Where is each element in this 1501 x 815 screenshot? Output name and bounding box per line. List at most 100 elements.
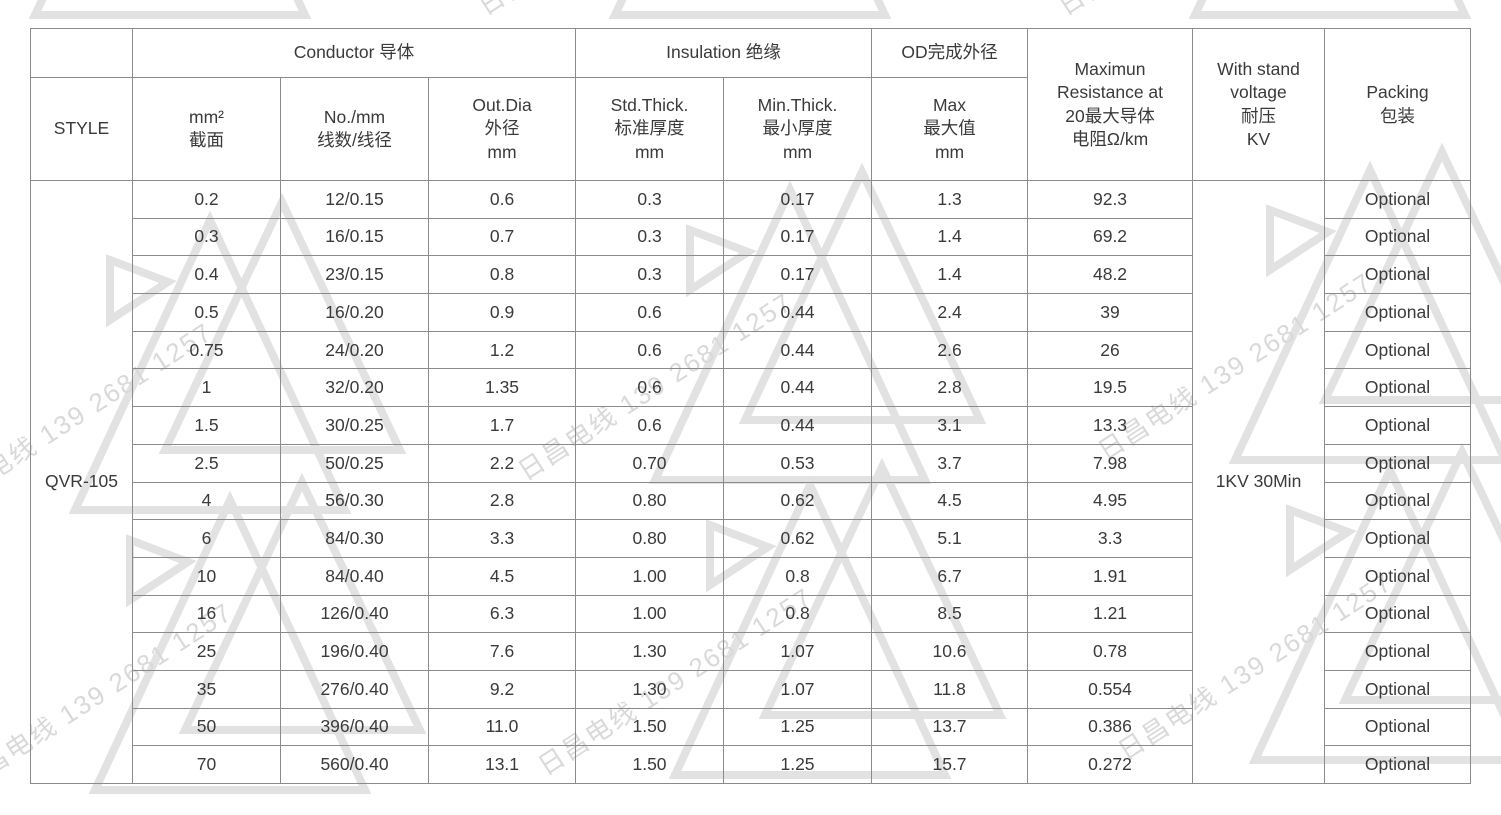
header-insulation-group: Insulation 绝缘 bbox=[575, 28, 873, 78]
data-cell: 3.7 bbox=[871, 443, 1029, 483]
header-resistance: Maximun Resistance at 20最大导体 电阻Ω/km bbox=[1027, 28, 1194, 181]
data-cell: 7.98 bbox=[1027, 443, 1194, 483]
data-cell: 0.3 bbox=[132, 217, 281, 257]
data-cell: 0.80 bbox=[575, 481, 725, 521]
watermark-text: 日昌电线 139 2681 1257 bbox=[0, 0, 179, 23]
data-cell: 70 bbox=[132, 745, 281, 784]
packing-cell: Optional bbox=[1324, 443, 1472, 483]
data-cell: 2.2 bbox=[427, 443, 577, 483]
data-cell: 1.4 bbox=[871, 217, 1029, 257]
data-cell: 3.3 bbox=[427, 519, 577, 558]
data-cell: 32/0.20 bbox=[280, 368, 429, 408]
data-cell: 0.2 bbox=[132, 180, 281, 219]
data-cell: 0.17 bbox=[723, 180, 873, 219]
header-od-group: OD完成外径 bbox=[871, 28, 1029, 78]
data-cell: 0.6 bbox=[575, 293, 725, 332]
style-header-spacer bbox=[30, 28, 133, 78]
packing-cell: Optional bbox=[1324, 368, 1472, 408]
header-withstand-voltage: With stand voltage 耐压 KV bbox=[1192, 28, 1326, 181]
data-cell: 1.07 bbox=[723, 632, 873, 671]
data-cell: 1.00 bbox=[575, 556, 725, 596]
data-cell: 6 bbox=[132, 519, 281, 558]
watermark-text: 日昌电线 139 2681 1257 bbox=[470, 0, 759, 23]
data-cell: 16 bbox=[132, 594, 281, 634]
data-cell: 1.50 bbox=[575, 707, 725, 747]
data-cell: 0.62 bbox=[723, 519, 873, 558]
data-cell: 0.7 bbox=[427, 217, 577, 257]
data-cell: 1.30 bbox=[575, 632, 725, 671]
data-cell: 30/0.25 bbox=[280, 406, 429, 445]
data-cell: 1.00 bbox=[575, 594, 725, 634]
packing-cell: Optional bbox=[1324, 556, 1472, 596]
packing-cell: Optional bbox=[1324, 594, 1472, 634]
data-cell: 13.3 bbox=[1027, 406, 1194, 445]
data-cell: 6.3 bbox=[427, 594, 577, 634]
data-cell: 6.7 bbox=[871, 556, 1029, 596]
data-cell: 0.6 bbox=[575, 406, 725, 445]
data-cell: 0.272 bbox=[1027, 745, 1194, 784]
header-packing: Packing 包装 bbox=[1324, 28, 1472, 181]
data-cell: 1.35 bbox=[427, 368, 577, 408]
data-cell: 92.3 bbox=[1027, 180, 1194, 219]
data-cell: 4.5 bbox=[871, 481, 1029, 521]
data-cell: 15.7 bbox=[871, 745, 1029, 784]
data-cell: 1.7 bbox=[427, 406, 577, 445]
data-cell: 396/0.40 bbox=[280, 707, 429, 747]
data-cell: 0.44 bbox=[723, 406, 873, 445]
data-cell: 1.25 bbox=[723, 745, 873, 784]
packing-cell: Optional bbox=[1324, 255, 1472, 295]
data-cell: 23/0.15 bbox=[280, 255, 429, 295]
data-cell: 26 bbox=[1027, 330, 1194, 370]
data-cell: 16/0.20 bbox=[280, 293, 429, 332]
data-cell: 0.78 bbox=[1027, 632, 1194, 671]
style-value-cell: QVR-105 bbox=[30, 180, 133, 784]
packing-cell: Optional bbox=[1324, 330, 1472, 370]
data-cell: 0.80 bbox=[575, 519, 725, 558]
table-row: QVR-105 0.2 12/0.15 0.6 0.3 0.17 1.3 92.3 1KV 30… bbox=[30, 180, 1472, 784]
data-cell: 2.6 bbox=[871, 330, 1029, 370]
data-cell: 1.30 bbox=[575, 669, 725, 709]
data-cell: 35 bbox=[132, 669, 281, 709]
withstand-value-cell: 1KV 30Min bbox=[1192, 180, 1326, 784]
data-cell: 11.8 bbox=[871, 669, 1029, 709]
data-cell: 0.386 bbox=[1027, 707, 1194, 747]
data-cell: 0.6 bbox=[427, 180, 577, 219]
data-cell: 10 bbox=[132, 556, 281, 596]
data-cell: 1.21 bbox=[1027, 594, 1194, 634]
data-cell: 10.6 bbox=[871, 632, 1029, 671]
packing-cell: Optional bbox=[1324, 745, 1472, 784]
data-cell: 48.2 bbox=[1027, 255, 1194, 295]
watermark-text: 日昌电线 139 2681 1257 bbox=[1050, 0, 1339, 23]
data-cell: 0.3 bbox=[575, 180, 725, 219]
spec-table: Conductor 导体 Insulation 绝缘 OD完成外径 Maximu… bbox=[30, 28, 1472, 784]
data-cell: 0.5 bbox=[132, 293, 281, 332]
header-conductor-group: Conductor 导体 bbox=[131, 28, 577, 78]
packing-cell: Optional bbox=[1324, 180, 1472, 219]
data-cell: 16/0.15 bbox=[280, 217, 429, 257]
data-cell: 0.3 bbox=[575, 217, 725, 257]
data-cell: 3.1 bbox=[871, 406, 1029, 445]
data-cell: 2.5 bbox=[132, 443, 281, 483]
header-out-dia: Out.Dia 外径 mm bbox=[427, 77, 577, 181]
header-std-thick: Std.Thick. 标准厚度 mm bbox=[575, 77, 725, 181]
data-cell: 0.6 bbox=[575, 330, 725, 370]
data-cell: 50 bbox=[132, 707, 281, 747]
data-cell: 69.2 bbox=[1027, 217, 1194, 257]
data-cell: 196/0.40 bbox=[280, 632, 429, 671]
header-min-thick: Min.Thick. 最小厚度 mm bbox=[723, 77, 873, 181]
data-cell: 4 bbox=[132, 481, 281, 521]
data-cell: 1 bbox=[132, 368, 281, 408]
data-cell: 1.91 bbox=[1027, 556, 1194, 596]
data-cell: 0.8 bbox=[723, 594, 873, 634]
data-cell: 0.4 bbox=[132, 255, 281, 295]
data-cell: 1.2 bbox=[427, 330, 577, 370]
header-no-mm: No./mm 线数/线径 bbox=[280, 77, 429, 181]
packing-cell: Optional bbox=[1324, 632, 1472, 671]
data-cell: 276/0.40 bbox=[280, 669, 429, 709]
data-cell: 0.75 bbox=[132, 330, 281, 370]
data-cell: 3.3 bbox=[1027, 519, 1194, 558]
data-cell: 2.8 bbox=[871, 368, 1029, 408]
data-cell: 1.25 bbox=[723, 707, 873, 747]
data-cell: 0.9 bbox=[427, 293, 577, 332]
